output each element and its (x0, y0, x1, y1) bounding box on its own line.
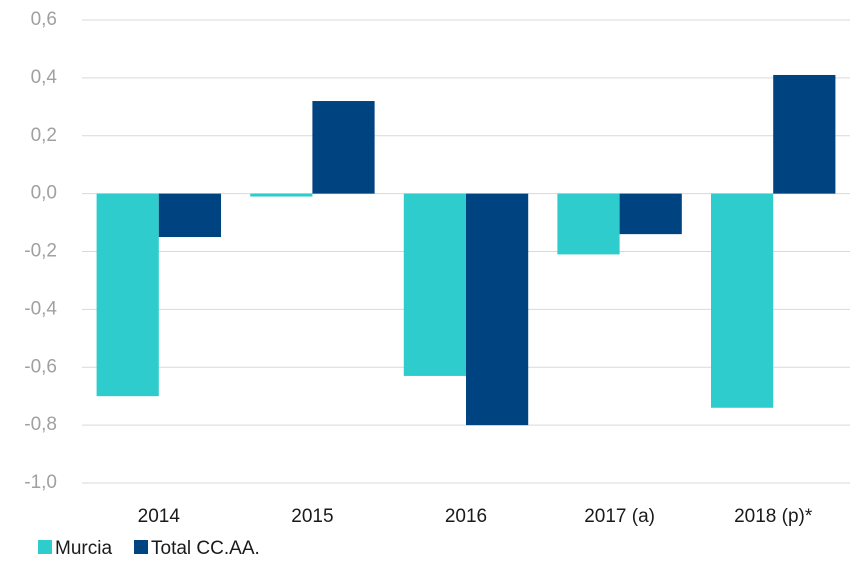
bar (250, 193, 313, 197)
bar (403, 193, 466, 376)
y-tick-label: -0,4 (24, 298, 57, 319)
y-tick-label: -1,0 (24, 472, 57, 493)
y-tick-label: 0,4 (31, 67, 58, 88)
y-tick-label: 0,2 (31, 125, 57, 146)
bar (158, 193, 222, 238)
bar (773, 74, 836, 194)
x-tick-label: 2014 (138, 506, 181, 527)
y-tick-label: -0,2 (24, 241, 57, 262)
legend-swatch (38, 540, 52, 554)
bar (466, 193, 529, 426)
y-tick-label: 0,6 (31, 9, 57, 30)
bar (96, 193, 159, 397)
bar (619, 193, 682, 235)
y-tick-label: 0,0 (31, 183, 57, 204)
legend-swatch (134, 540, 149, 554)
legend-label: Total CC.AA. (151, 538, 260, 559)
bar (710, 193, 774, 408)
y-tick-label: -0,8 (24, 414, 57, 435)
x-tick-label: 2017 (a) (584, 506, 655, 527)
legend-label: Murcia (55, 538, 112, 559)
x-tick-label: 2015 (291, 506, 333, 527)
bar (312, 101, 375, 194)
bar (557, 193, 620, 255)
y-tick-label: -0,6 (24, 356, 57, 377)
x-tick-label: 2016 (445, 506, 487, 527)
x-tick-label: 2018 (p)* (734, 506, 813, 527)
